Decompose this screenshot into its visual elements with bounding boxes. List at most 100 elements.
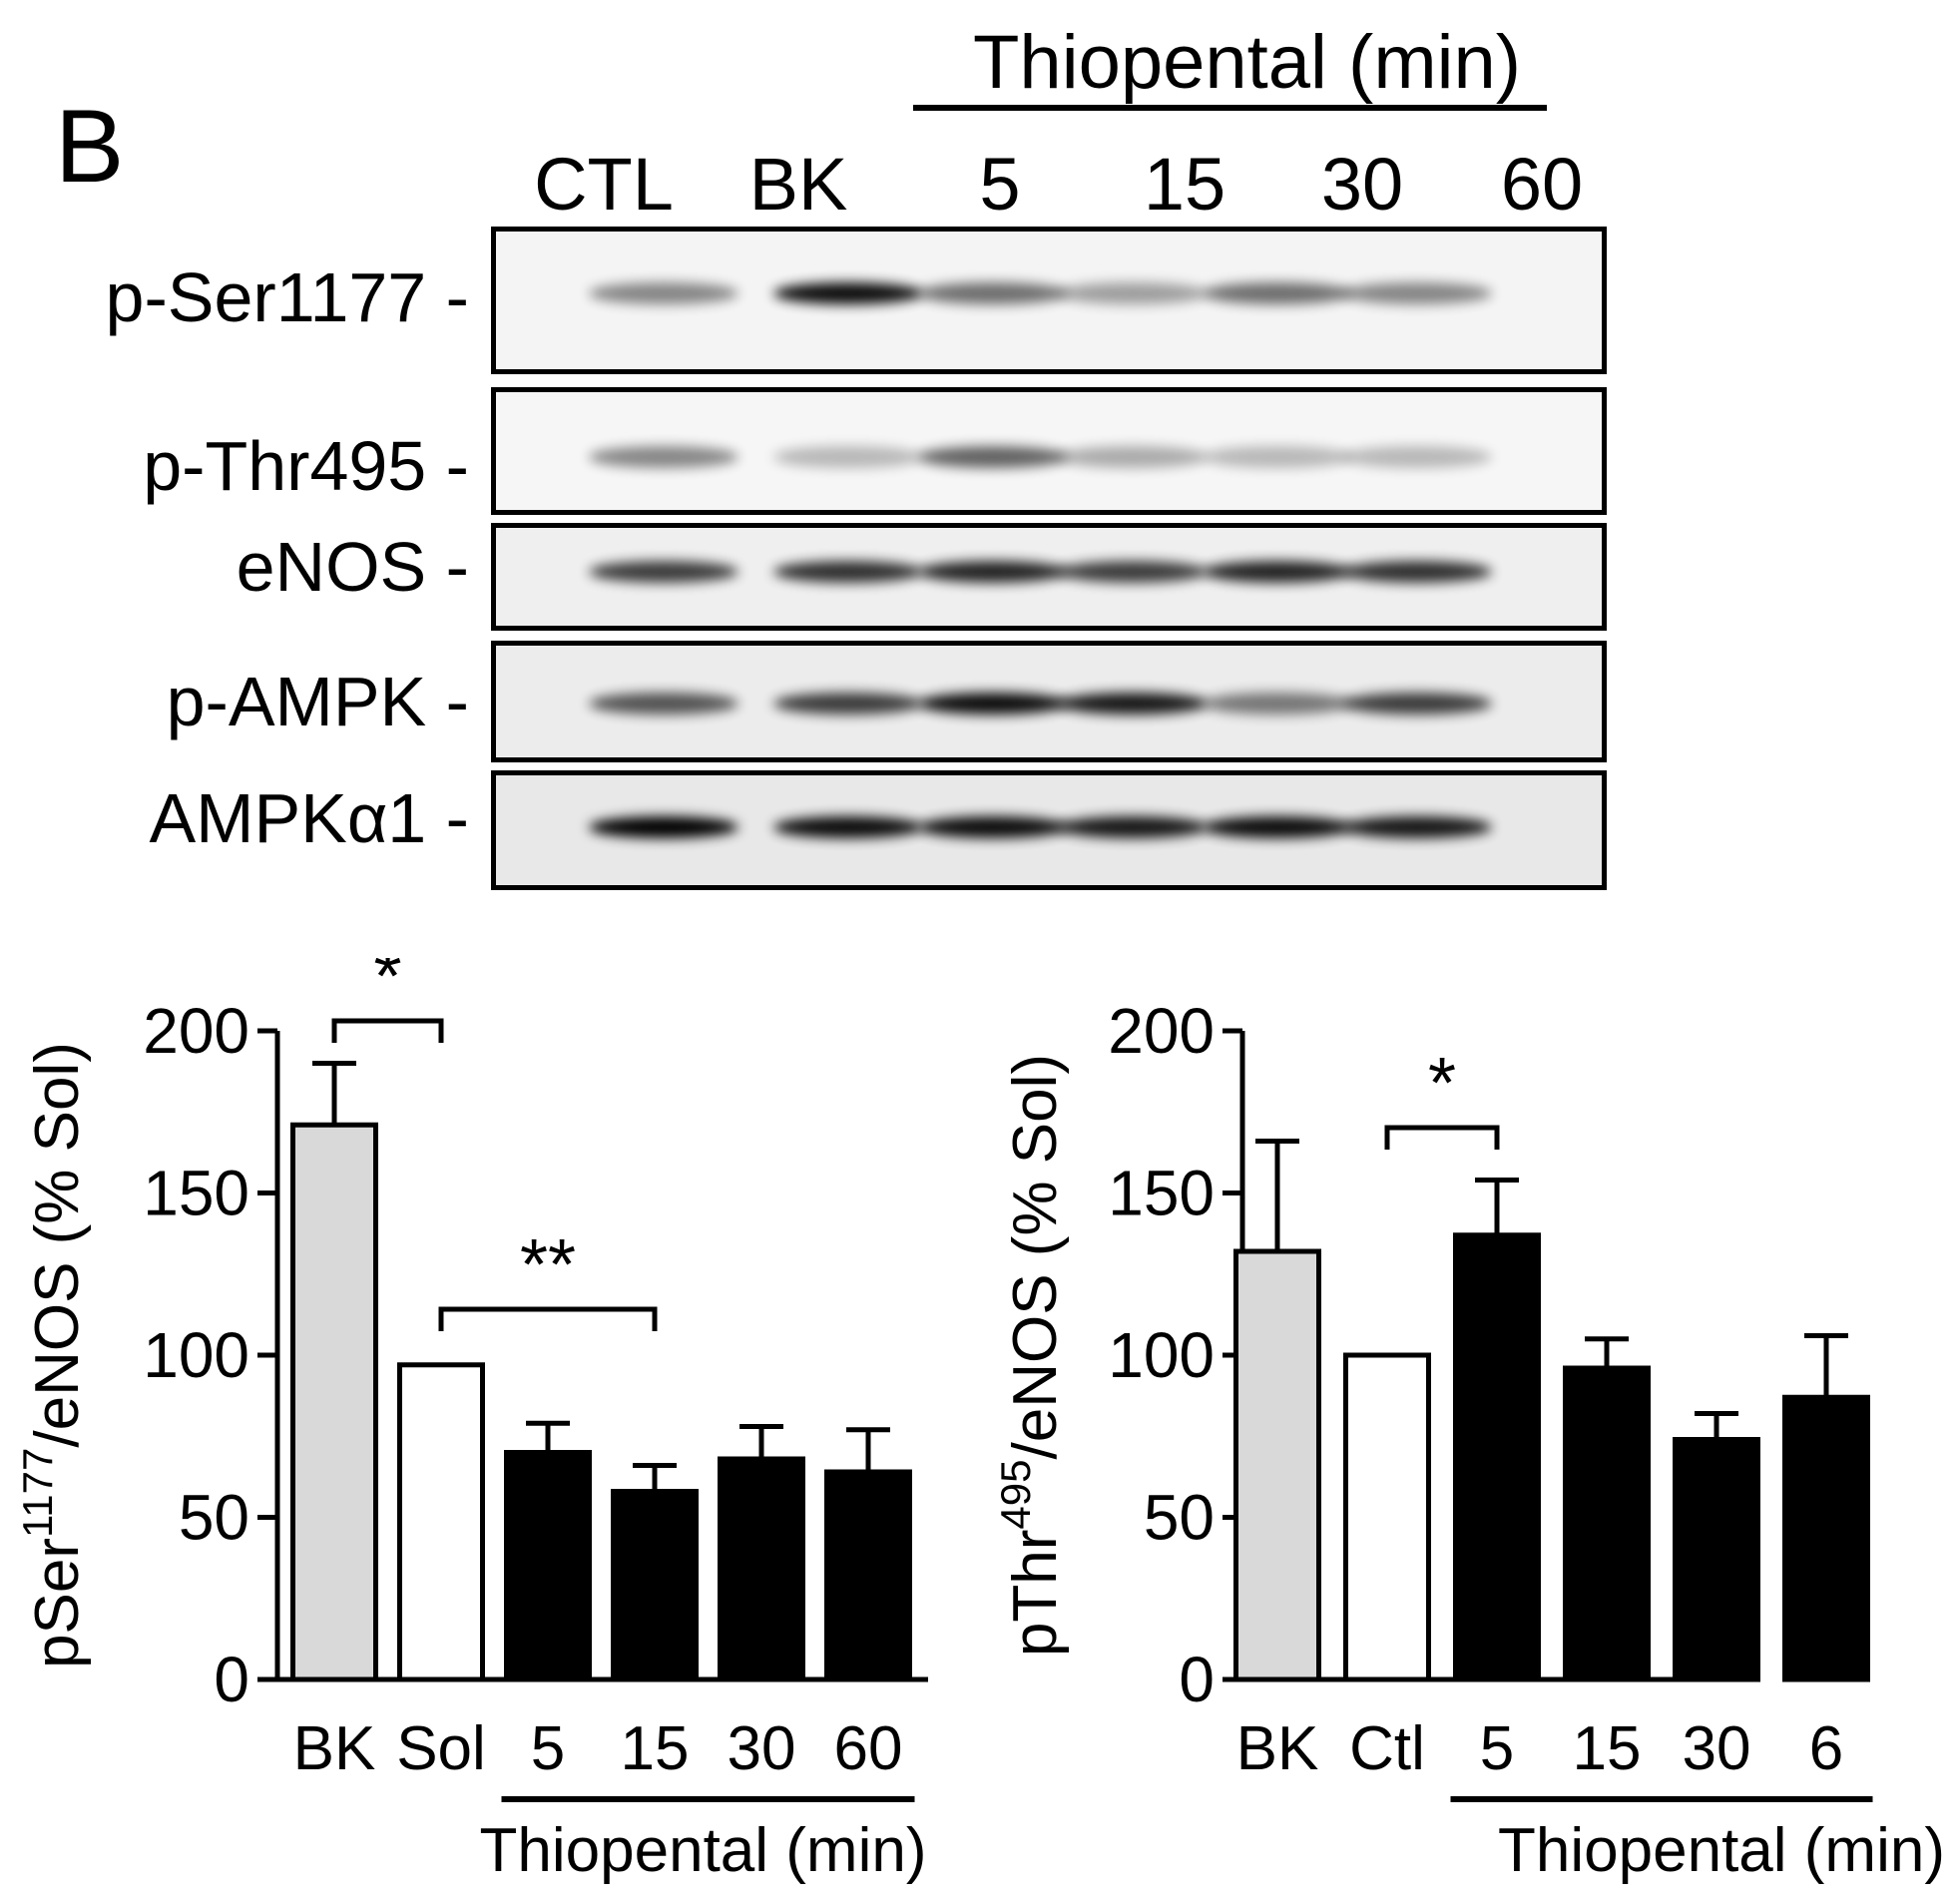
significance-bracket	[1384, 1125, 1500, 1150]
y-tick-label: 100	[143, 1319, 249, 1391]
bar	[1563, 1365, 1651, 1682]
y-axis-label-superscript: 1177	[14, 1448, 61, 1538]
x-tick-label: BK	[1236, 1714, 1319, 1783]
blot-treatment-line	[913, 105, 1547, 111]
x-tick-label: 30	[728, 1714, 796, 1783]
blot-band	[773, 282, 923, 304]
bar	[824, 1469, 912, 1682]
blot-band	[773, 816, 923, 838]
y-tick-label: 0	[214, 1644, 249, 1715]
lane-label: 30	[1320, 143, 1404, 226]
x-tick-label: Ctl	[1349, 1714, 1425, 1783]
lane-label: 60	[1500, 143, 1584, 226]
blot-strip	[491, 387, 1607, 515]
lane-label: 5	[979, 143, 1021, 226]
x-tick-label: Sol	[396, 1714, 486, 1783]
y-axis-label-text: /eNOS (% Sol)	[23, 1042, 92, 1448]
blot-band	[918, 446, 1068, 468]
x-tick-label: 15	[621, 1714, 690, 1783]
blot-band	[1342, 282, 1492, 304]
lane-label: 15	[1143, 143, 1226, 226]
bar	[1233, 1248, 1321, 1682]
blot-row-label: eNOS -	[236, 528, 469, 606]
x-tick-label: 30	[1683, 1714, 1751, 1783]
blot-row-label: p-Ser1177 -	[105, 258, 469, 336]
blot-band	[1342, 816, 1492, 838]
blot-strip	[491, 523, 1607, 631]
lane-label: BK	[748, 143, 848, 226]
bar	[290, 1122, 378, 1682]
y-tick-label: 150	[143, 1158, 249, 1229]
y-tick-label: 200	[143, 995, 249, 1067]
blot-band	[1203, 693, 1352, 714]
x-tick-label: 6	[1809, 1714, 1843, 1783]
x-tick-label: 5	[531, 1714, 565, 1783]
y-tick-label: 50	[179, 1482, 249, 1554]
y-axis-label-superscript: 495	[992, 1459, 1039, 1529]
blot-band	[1342, 446, 1492, 468]
x-tick-label: 15	[1573, 1714, 1642, 1783]
bar	[611, 1489, 699, 1682]
lane-label: CTL	[534, 143, 674, 226]
significance-marker: *	[373, 958, 401, 1017]
blot-strip	[491, 770, 1607, 890]
y-tick-label: 50	[1144, 1482, 1215, 1554]
blot-band	[773, 561, 923, 583]
x-tick-label: BK	[293, 1714, 376, 1783]
blot-band	[1342, 693, 1492, 714]
blot-band	[1058, 561, 1208, 583]
blot-band	[589, 446, 738, 468]
pthr495-chart: 0 50 100 150 200 pThr495/eNOS (% Sol) BK Ctl 5 15…	[992, 995, 1945, 1885]
y-axis-label: pSer1177/eNOS (% Sol)	[14, 1042, 92, 1668]
group-label: Thiopental (min)	[1498, 1816, 1945, 1885]
blot-row-label: AMPKα1 -	[149, 779, 469, 857]
blot-band	[773, 693, 923, 714]
blot-band	[1058, 282, 1208, 304]
bar	[718, 1456, 805, 1682]
y-tick-label: 150	[1108, 1158, 1215, 1229]
blot-band	[589, 693, 738, 714]
blot-row-label: p-Thr495 -	[143, 427, 469, 505]
blot-band	[1058, 693, 1208, 714]
blot-treatment-header: Thiopental (min)	[973, 20, 1522, 105]
panel-label: B	[55, 89, 125, 205]
significance-marker: *	[1428, 1044, 1456, 1124]
significance-bracket	[331, 1018, 444, 1043]
bar	[397, 1362, 485, 1682]
y-tick-label: 0	[1179, 1644, 1215, 1715]
y-axis-label-text: pSer	[23, 1538, 92, 1668]
blot-row-label: p-AMPK -	[166, 663, 469, 740]
y-tick-label: 200	[1108, 995, 1215, 1067]
blot-band	[589, 282, 738, 304]
x-tick-label: 5	[1480, 1714, 1514, 1783]
y-tick-label: 100	[1108, 1319, 1215, 1391]
blot-band	[918, 561, 1068, 583]
bar	[1453, 1232, 1541, 1682]
blot-strip	[491, 641, 1607, 762]
blot-band	[918, 693, 1068, 714]
blot-band	[1058, 816, 1208, 838]
blot-band	[1203, 282, 1352, 304]
blot-band	[773, 446, 923, 468]
y-axis-label-text: pThr	[1001, 1530, 1070, 1657]
bar	[1343, 1352, 1431, 1682]
blot-band	[1203, 446, 1352, 468]
blot-band	[1342, 561, 1492, 583]
y-axis-label-text: /eNOS (% Sol)	[1001, 1054, 1070, 1460]
group-label: Thiopental (min)	[480, 1816, 927, 1885]
bar	[504, 1450, 592, 1682]
blot-band	[1203, 816, 1352, 838]
significance-bracket	[438, 1306, 658, 1331]
blot-band	[589, 816, 738, 838]
blot-strip	[491, 227, 1607, 374]
blot-band	[918, 282, 1068, 304]
bar	[1673, 1437, 1760, 1682]
blot-band	[1058, 446, 1208, 468]
blot-band	[1203, 561, 1352, 583]
significance-marker: **	[520, 1225, 576, 1305]
x-tick-label: 60	[834, 1714, 903, 1783]
bar	[1782, 1394, 1870, 1682]
blot-band	[589, 561, 738, 583]
blot-band	[918, 816, 1068, 838]
